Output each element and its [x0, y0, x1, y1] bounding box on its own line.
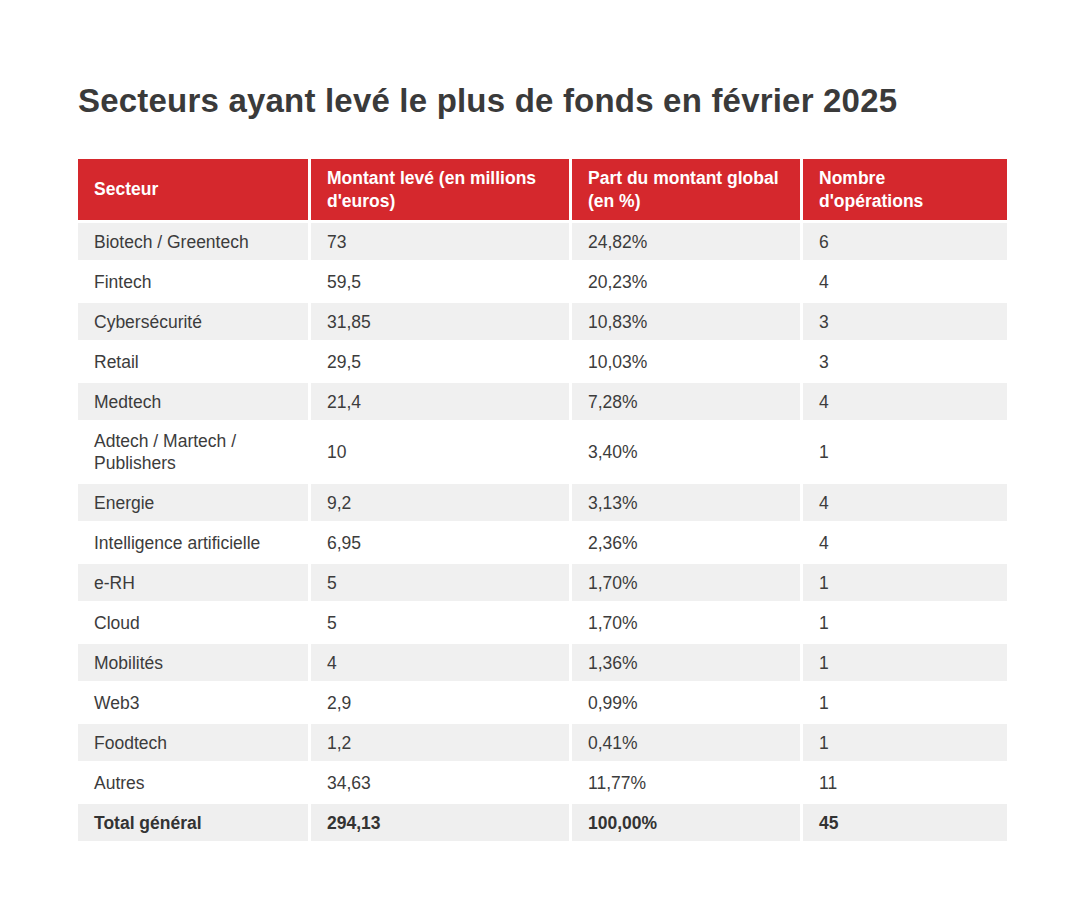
- table-cell-secteur: Foodtech: [78, 724, 308, 761]
- column-header-secteur: Secteur: [78, 159, 308, 220]
- table-cell-part: 0,99%: [572, 684, 800, 721]
- table-row: Cybersécurité31,8510,83%3: [78, 303, 1007, 340]
- table-row: Autres34,6311,77%11: [78, 764, 1007, 801]
- total-cell-part: 100,00%: [572, 804, 800, 841]
- page: Secteurs ayant levé le plus de fonds en …: [0, 0, 1080, 844]
- table-cell-operations: 6: [803, 223, 1007, 260]
- table-cell-montant: 34,63: [311, 764, 569, 801]
- table-cell-part: 1,36%: [572, 644, 800, 681]
- table-cell-part: 10,83%: [572, 303, 800, 340]
- table-cell-montant: 5: [311, 604, 569, 641]
- table-row: Foodtech1,20,41%1: [78, 724, 1007, 761]
- table-cell-part: 2,36%: [572, 524, 800, 561]
- table-cell-montant: 59,5: [311, 263, 569, 300]
- table-cell-secteur: Autres: [78, 764, 308, 801]
- table-row: Biotech / Greentech7324,82%6: [78, 223, 1007, 260]
- table-body: Biotech / Greentech7324,82%6Fintech59,52…: [78, 223, 1007, 801]
- table-cell-operations: 4: [803, 263, 1007, 300]
- table-header-row: Secteur Montant levé (en millions d'euro…: [78, 159, 1007, 220]
- table-total: Total général 294,13 100,00% 45: [78, 804, 1007, 841]
- table-cell-part: 0,41%: [572, 724, 800, 761]
- table-cell-secteur: e-RH: [78, 564, 308, 601]
- table-row: Energie9,23,13%4: [78, 484, 1007, 521]
- sectors-table-container: Secteur Montant levé (en millions d'euro…: [75, 156, 1001, 844]
- table-cell-operations: 3: [803, 343, 1007, 380]
- table-cell-montant: 4: [311, 644, 569, 681]
- table-cell-operations: 4: [803, 484, 1007, 521]
- table-cell-secteur: Web3: [78, 684, 308, 721]
- table-cell-secteur: Energie: [78, 484, 308, 521]
- table-cell-operations: 11: [803, 764, 1007, 801]
- table-cell-montant: 31,85: [311, 303, 569, 340]
- total-cell-montant: 294,13: [311, 804, 569, 841]
- table-cell-operations: 4: [803, 383, 1007, 420]
- table-row: Adtech / Martech / Publishers103,40%1: [78, 423, 1007, 481]
- table-cell-part: 11,77%: [572, 764, 800, 801]
- table-cell-secteur: Biotech / Greentech: [78, 223, 308, 260]
- table-cell-operations: 4: [803, 524, 1007, 561]
- table-row: Cloud51,70%1: [78, 604, 1007, 641]
- total-row: Total général 294,13 100,00% 45: [78, 804, 1007, 841]
- table-cell-secteur: Medtech: [78, 383, 308, 420]
- table-cell-secteur: Cybersécurité: [78, 303, 308, 340]
- table-cell-secteur: Cloud: [78, 604, 308, 641]
- table-cell-part: 3,13%: [572, 484, 800, 521]
- table-cell-part: 1,70%: [572, 604, 800, 641]
- table-cell-operations: 1: [803, 564, 1007, 601]
- table-cell-secteur: Fintech: [78, 263, 308, 300]
- column-header-part: Part du montant global (en %): [572, 159, 800, 220]
- column-header-montant: Montant levé (en millions d'euros): [311, 159, 569, 220]
- table-cell-secteur: Retail: [78, 343, 308, 380]
- table-cell-secteur: Mobilités: [78, 644, 308, 681]
- table-cell-secteur: Intelligence artificielle: [78, 524, 308, 561]
- table-cell-montant: 2,9: [311, 684, 569, 721]
- table-cell-part: 24,82%: [572, 223, 800, 260]
- total-cell-secteur: Total général: [78, 804, 308, 841]
- table-cell-part: 7,28%: [572, 383, 800, 420]
- table-cell-operations: 1: [803, 684, 1007, 721]
- page-title: Secteurs ayant levé le plus de fonds en …: [78, 74, 998, 128]
- table-row: Medtech21,47,28%4: [78, 383, 1007, 420]
- table-row: Mobilités41,36%1: [78, 644, 1007, 681]
- table-cell-montant: 10: [311, 423, 569, 481]
- table-row: Fintech59,520,23%4: [78, 263, 1007, 300]
- table-cell-montant: 29,5: [311, 343, 569, 380]
- table-header: Secteur Montant levé (en millions d'euro…: [78, 159, 1007, 220]
- table-cell-montant: 21,4: [311, 383, 569, 420]
- table-cell-secteur: Adtech / Martech / Publishers: [78, 423, 308, 481]
- table-cell-montant: 1,2: [311, 724, 569, 761]
- table-cell-operations: 1: [803, 604, 1007, 641]
- table-row: Intelligence artificielle6,952,36%4: [78, 524, 1007, 561]
- table-cell-part: 3,40%: [572, 423, 800, 481]
- table-cell-montant: 5: [311, 564, 569, 601]
- table-cell-part: 1,70%: [572, 564, 800, 601]
- column-header-operations: Nombre d'opérations: [803, 159, 1007, 220]
- table-cell-montant: 73: [311, 223, 569, 260]
- table-row: Web32,90,99%1: [78, 684, 1007, 721]
- table-cell-operations: 1: [803, 644, 1007, 681]
- total-cell-operations: 45: [803, 804, 1007, 841]
- table-row: Retail29,510,03%3: [78, 343, 1007, 380]
- table-cell-part: 10,03%: [572, 343, 800, 380]
- table-row: e-RH51,70%1: [78, 564, 1007, 601]
- sectors-table: Secteur Montant levé (en millions d'euro…: [75, 156, 1010, 844]
- table-cell-montant: 9,2: [311, 484, 569, 521]
- table-cell-montant: 6,95: [311, 524, 569, 561]
- table-cell-operations: 3: [803, 303, 1007, 340]
- table-cell-operations: 1: [803, 423, 1007, 481]
- table-cell-operations: 1: [803, 724, 1007, 761]
- table-cell-part: 20,23%: [572, 263, 800, 300]
